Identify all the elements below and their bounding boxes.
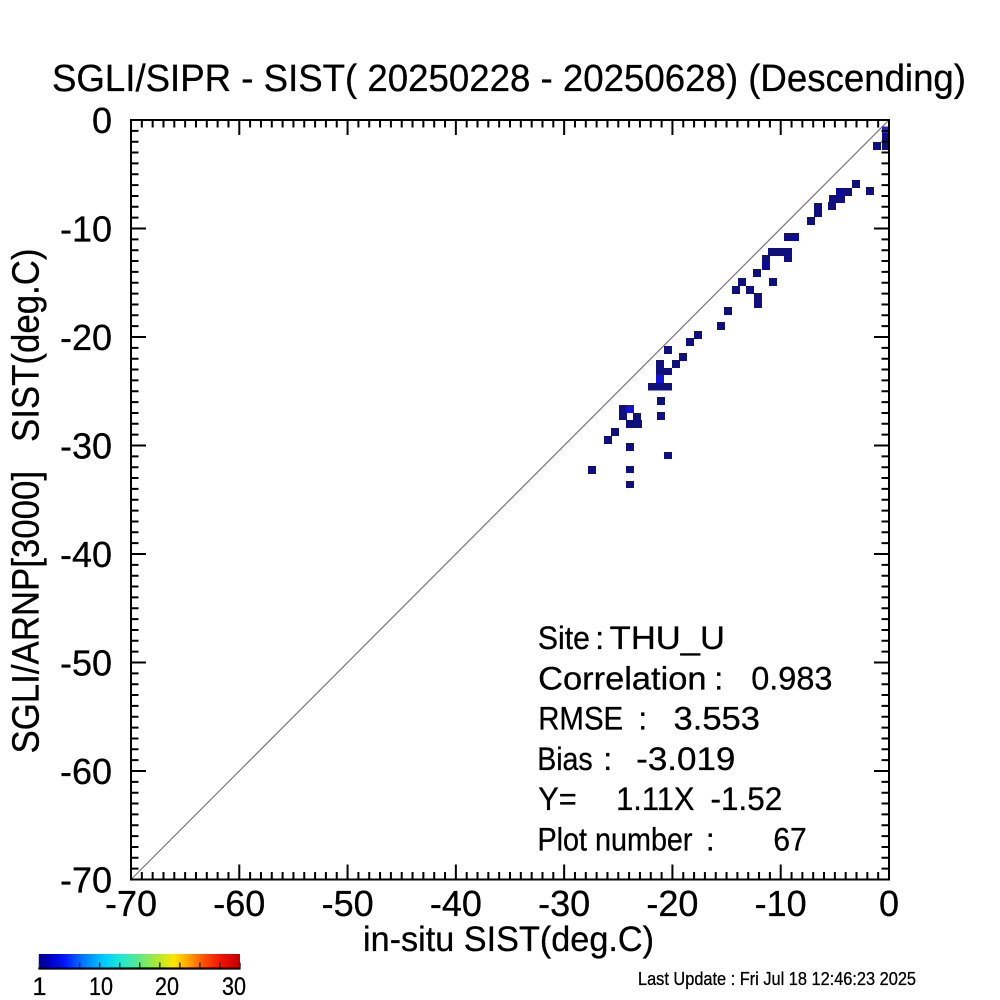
svg-text:SGLI/ARNP[3000] SIST(deg.C): SGLI/ARNP[3000] SIST(deg.C): [6, 249, 48, 754]
svg-text:-1.52: -1.52: [711, 781, 783, 817]
svg-text:67: 67: [773, 822, 806, 858]
svg-text::: :: [714, 660, 723, 696]
svg-text:Y=: Y=: [538, 781, 577, 817]
svg-text:0: 0: [92, 100, 112, 141]
svg-text:THU_U: THU_U: [610, 620, 725, 656]
svg-text:Site: Site: [538, 620, 590, 656]
svg-text:1.11X: 1.11X: [616, 781, 694, 817]
svg-text:-50: -50: [322, 883, 374, 924]
svg-text:-70: -70: [105, 883, 157, 924]
svg-text:-30: -30: [538, 883, 590, 924]
svg-text:10: 10: [89, 973, 113, 1000]
svg-text:20: 20: [155, 973, 179, 1000]
svg-text:1: 1: [33, 973, 47, 1000]
svg-text:-3.019: -3.019: [636, 741, 735, 777]
svg-text:RMSE: RMSE: [538, 701, 623, 737]
svg-text:-60: -60: [213, 883, 265, 924]
svg-text:-30: -30: [60, 426, 112, 467]
svg-text:SGLI/SIPR - SIST( 20250228 - 2: SGLI/SIPR - SIST( 20250228 - 20250628) (…: [52, 58, 966, 100]
svg-text::: :: [603, 741, 612, 777]
svg-text:-20: -20: [60, 317, 112, 358]
svg-text:-40: -40: [60, 534, 112, 575]
svg-text:0: 0: [879, 883, 899, 924]
svg-text::: :: [638, 701, 647, 737]
svg-text:Bias: Bias: [537, 741, 593, 777]
svg-text:in-situ SIST(deg.C): in-situ SIST(deg.C): [363, 919, 654, 959]
svg-text:-10: -10: [60, 209, 112, 250]
svg-text:Last Update : Fri Jul 18 12:46: Last Update : Fri Jul 18 12:46:23 2025: [638, 969, 916, 989]
svg-text:Plot number: Plot number: [538, 822, 693, 858]
svg-text:Correlation: Correlation: [538, 660, 706, 696]
svg-text:-50: -50: [60, 643, 112, 684]
svg-text::: :: [595, 620, 604, 656]
svg-text:0.983: 0.983: [751, 660, 832, 696]
svg-text:-60: -60: [60, 751, 112, 792]
svg-text:-70: -70: [60, 860, 112, 901]
svg-text:30: 30: [222, 973, 246, 1000]
svg-text::: :: [706, 822, 715, 858]
svg-text:3.553: 3.553: [674, 701, 761, 737]
svg-text:-10: -10: [755, 883, 807, 924]
svg-text:-20: -20: [646, 883, 698, 924]
svg-text:-40: -40: [430, 883, 482, 924]
